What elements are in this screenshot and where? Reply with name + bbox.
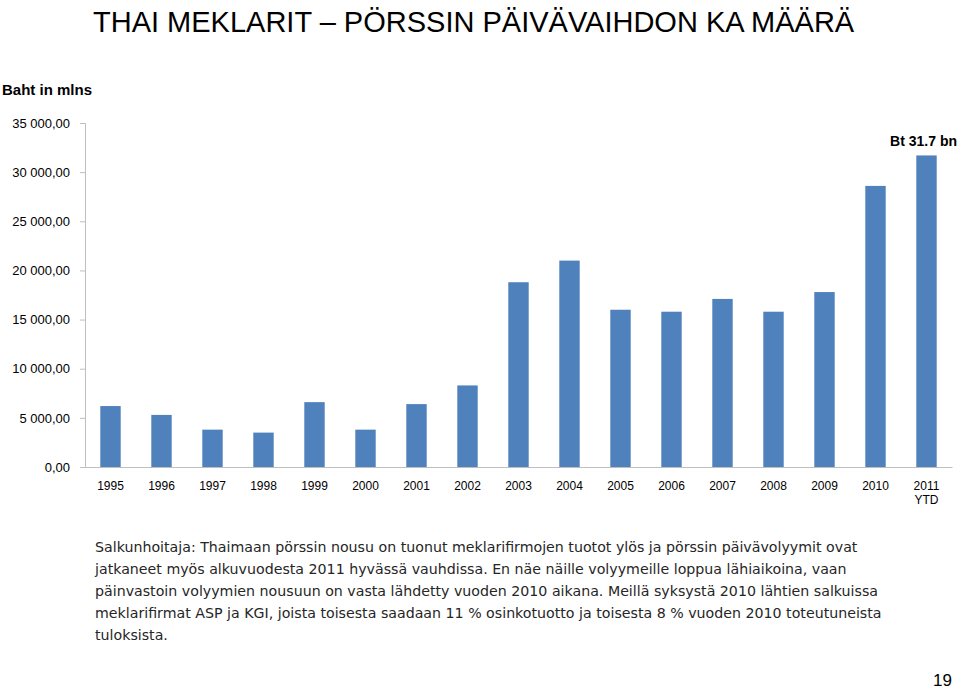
x-axis-line <box>86 467 953 468</box>
bar <box>865 186 885 467</box>
bar <box>559 261 579 467</box>
x-tick-label: 1998 <box>250 479 277 493</box>
bars <box>100 155 936 467</box>
x-tick-label: 2008 <box>760 479 787 493</box>
y-tick: 25 000,00 <box>12 214 85 229</box>
bar <box>457 385 477 467</box>
y-tick-mark <box>80 320 85 321</box>
x-tick: 2009 <box>811 479 838 493</box>
bar <box>763 312 783 467</box>
y-axis: 0,00 5 000,00 10 000,00 15 000,00 20 000,00 2… <box>12 116 85 475</box>
y-tick-mark <box>80 270 85 271</box>
x-tick: 1997 <box>199 479 226 493</box>
bar <box>610 310 630 467</box>
x-tick: 2010 <box>862 479 889 493</box>
y-tick-label: 35 000,00 <box>12 116 70 131</box>
y-tick-mark <box>80 172 85 173</box>
x-tick: 2005 <box>607 479 634 493</box>
x-tick: 2011YTD <box>914 479 940 507</box>
x-tick-label: 2006 <box>658 479 685 493</box>
x-tick: 1999 <box>301 479 328 493</box>
y-tick-mark <box>80 418 85 419</box>
bar <box>661 312 681 467</box>
x-axis: 1995 1996 1997 1998 1999 2000 2001 2002 2003 2004… <box>86 468 953 507</box>
bar <box>406 404 426 467</box>
y-tick-mark <box>80 467 85 468</box>
y-tick-label: 15 000,00 <box>12 312 70 327</box>
bar <box>916 155 936 467</box>
x-tick: 2004 <box>556 479 583 493</box>
bar <box>814 292 834 467</box>
x-tick-label: 1997 <box>199 479 226 493</box>
x-tick-label: 1996 <box>148 479 175 493</box>
x-tick: 2006 <box>658 479 685 493</box>
x-tick: 2001 <box>403 479 430 493</box>
x-tick-label: 1995 <box>97 479 124 493</box>
x-tick-label: 2011YTD <box>914 479 940 507</box>
annotation: Bt 31.7 bn <box>890 133 957 149</box>
x-tick: 1996 <box>148 479 175 493</box>
bar <box>100 406 120 467</box>
x-tick-label: 2000 <box>352 479 379 493</box>
x-tick-label: 2001 <box>403 479 430 493</box>
x-tick-label: 2002 <box>454 479 481 493</box>
bar <box>202 430 222 467</box>
y-tick: 5 000,00 <box>19 411 85 426</box>
x-tick: 2003 <box>505 479 532 493</box>
bar <box>355 430 375 467</box>
y-tick: 0,00 <box>45 460 85 475</box>
y-tick: 10 000,00 <box>12 361 85 376</box>
bar <box>253 433 273 467</box>
commentary: Salkunhoitaja: Thaimaan pörssin nousu on… <box>95 536 885 646</box>
bar <box>304 402 324 467</box>
y-tick-label: 20 000,00 <box>12 263 70 278</box>
y-tick-label: 5 000,00 <box>19 411 70 426</box>
bar <box>712 299 732 467</box>
x-tick: 1998 <box>250 479 277 493</box>
x-tick-label: 2004 <box>556 479 583 493</box>
y-axis-title: Baht in mlns <box>2 81 92 98</box>
bar <box>151 415 171 467</box>
x-tick-label: 2010 <box>862 479 889 493</box>
x-tick: 2008 <box>760 479 787 493</box>
y-tick-label: 25 000,00 <box>12 214 70 229</box>
y-tick-label: 30 000,00 <box>12 165 70 180</box>
y-tick: 20 000,00 <box>12 263 85 278</box>
title: THAI MEKLARIT – PÖRSSIN PÄIVÄVAIHDON KA … <box>93 6 855 38</box>
x-tick-label: 1999 <box>301 479 328 493</box>
x-tick: 2002 <box>454 479 481 493</box>
x-tick-label: 2003 <box>505 479 532 493</box>
x-tick: 1995 <box>97 479 124 493</box>
page-number: 19 <box>933 671 952 690</box>
y-axis-line <box>80 124 86 468</box>
y-tick-mark <box>80 123 85 124</box>
y-tick: 35 000,00 <box>12 116 85 131</box>
x-tick: 2007 <box>709 479 736 493</box>
y-tick: 15 000,00 <box>12 312 85 327</box>
x-tick-label: 2009 <box>811 479 838 493</box>
x-tick: 2000 <box>352 479 379 493</box>
y-tick: 30 000,00 <box>12 165 85 180</box>
x-tick-label: 2007 <box>709 479 736 493</box>
y-tick-label: 0,00 <box>45 460 70 475</box>
bar <box>508 282 528 467</box>
x-tick-label: 2005 <box>607 479 634 493</box>
y-tick-label: 10 000,00 <box>12 361 70 376</box>
y-tick-mark <box>80 221 85 222</box>
y-tick-mark <box>80 369 85 370</box>
